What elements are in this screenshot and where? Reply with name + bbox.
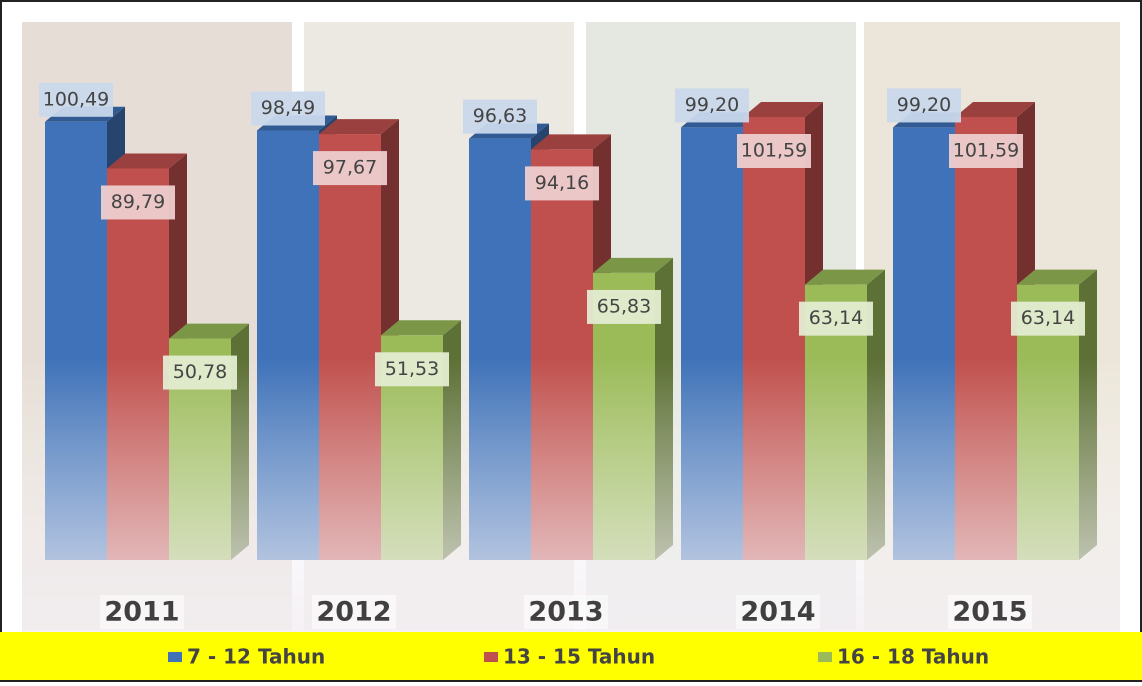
data-label: 99,20: [685, 94, 739, 116]
x-tick-label: 2011: [104, 597, 179, 628]
legend-swatch: [818, 652, 832, 662]
legend-swatch: [484, 652, 498, 662]
data-label: 98,49: [261, 97, 315, 119]
data-label: 63,14: [1021, 307, 1075, 329]
legend-label: 16 - 18 Tahun: [837, 645, 989, 669]
data-label: 96,63: [473, 105, 527, 127]
x-tick-label: 2012: [316, 597, 391, 628]
chart: 100,49 89,79 50,78 2011 98,49 97,67 51,53 2012 9…: [0, 0, 1142, 682]
legend-label: 7 - 12 Tahun: [187, 645, 325, 669]
x-tick-label: 2013: [528, 597, 603, 628]
data-label: 101,59: [953, 140, 1019, 162]
data-label: 51,53: [385, 358, 439, 380]
data-label: 89,79: [111, 191, 165, 213]
data-label: 101,59: [741, 140, 807, 162]
legend-swatch: [168, 652, 182, 662]
data-label: 97,67: [323, 157, 377, 179]
x-tick-label: 2015: [952, 597, 1027, 628]
data-label: 65,83: [597, 295, 651, 317]
data-label: 94,16: [535, 172, 589, 194]
data-label: 100,49: [43, 88, 109, 110]
legend-label: 13 - 15 Tahun: [503, 645, 655, 669]
data-label: 99,20: [897, 94, 951, 116]
data-label: 63,14: [809, 307, 863, 329]
data-label: 50,78: [173, 361, 227, 383]
x-tick-label: 2014: [740, 597, 815, 628]
